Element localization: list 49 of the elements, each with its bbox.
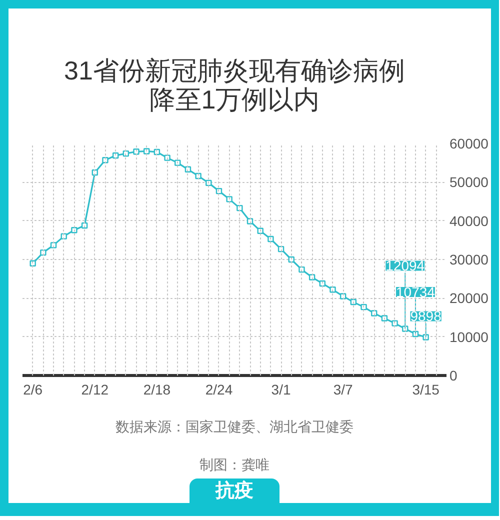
point <box>164 154 170 161</box>
y-tick-label: 10000 <box>450 328 489 345</box>
point <box>216 188 222 194</box>
x-tick-label: 3/7 <box>333 382 354 398</box>
source-note: 数据来源：国家卫健委、湖北省卫健委 <box>116 418 354 434</box>
point <box>340 293 346 300</box>
point <box>257 228 264 234</box>
point <box>206 180 212 186</box>
point <box>50 242 57 248</box>
data-label: 9898 <box>410 308 442 324</box>
point <box>392 320 398 326</box>
point <box>30 260 36 266</box>
point <box>226 196 232 202</box>
point <box>268 236 274 242</box>
point <box>102 157 108 164</box>
y-tick-label: 50000 <box>450 174 489 190</box>
point <box>60 233 67 240</box>
point <box>371 310 378 316</box>
point <box>330 286 336 293</box>
data-label: 12094 <box>386 258 425 274</box>
y-tick-label: 20000 <box>450 290 489 306</box>
point <box>71 227 78 234</box>
x-tick-label: 2/18 <box>143 382 171 398</box>
point <box>298 266 305 273</box>
y-tick-label: 0 <box>450 368 458 384</box>
point <box>360 304 367 310</box>
chart-title: 31省份新冠肺炎现有确诊病例降至1万例以内 <box>64 55 405 114</box>
point <box>133 148 140 155</box>
x-tick-label: 3/15 <box>412 382 440 398</box>
x-tick-label: 2/6 <box>23 382 43 398</box>
point <box>40 249 46 256</box>
point <box>422 334 429 340</box>
y-tick-label: 30000 <box>450 252 489 268</box>
point <box>144 148 150 154</box>
x-tick-label: 2/12 <box>81 382 109 398</box>
point <box>236 204 243 212</box>
point <box>350 298 357 306</box>
y-tick-label: 40000 <box>450 212 489 229</box>
point <box>308 274 316 280</box>
text: 制图：龚唯 <box>200 456 270 472</box>
point <box>195 172 202 180</box>
data-label: 10734 <box>396 284 436 300</box>
x-tick-label: 3/1 <box>271 382 291 398</box>
point <box>246 218 254 224</box>
x-tick-label: 2/24 <box>205 382 233 398</box>
point <box>174 160 181 166</box>
point <box>381 315 388 322</box>
text: 抗疫 <box>214 480 254 502</box>
y-tick-label: 60000 <box>450 136 489 152</box>
